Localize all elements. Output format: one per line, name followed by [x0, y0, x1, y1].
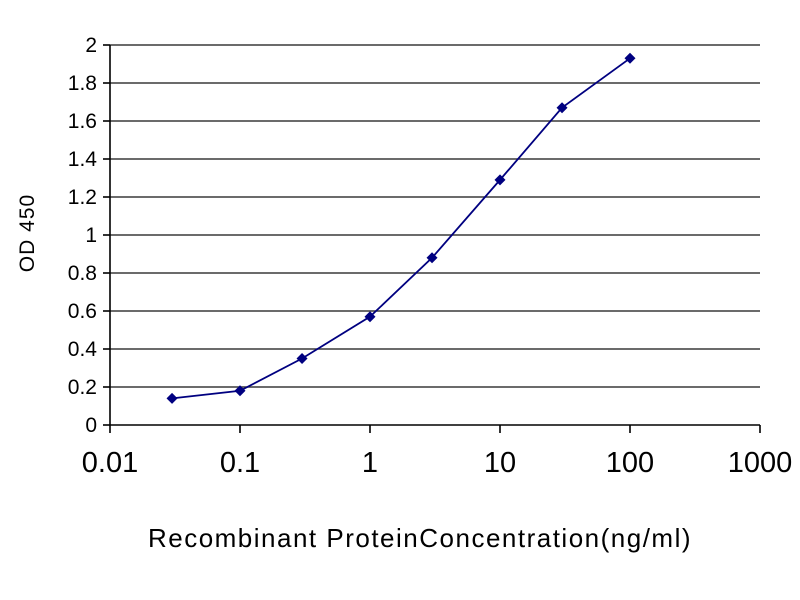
y-tick-label: 0.4 [68, 338, 98, 361]
x-tick-label: 1000 [728, 447, 793, 479]
y-axis-title: OD 450 [16, 194, 39, 272]
y-tick-label: 1.2 [68, 186, 97, 209]
data-point [364, 311, 376, 323]
data-point [556, 102, 568, 114]
data-point [426, 252, 438, 264]
y-tick-label: 0.2 [68, 376, 97, 399]
y-tick-label: 1 [85, 224, 97, 247]
data-point [234, 385, 246, 397]
x-tick-label: 1 [362, 447, 378, 479]
data-point [624, 52, 636, 64]
x-tick-label: 100 [606, 447, 654, 479]
y-tick-label: 1.8 [68, 72, 97, 95]
data-point [296, 353, 308, 364]
data-point [494, 174, 506, 186]
data-line [171, 57, 631, 400]
data-point [166, 392, 178, 404]
y-tick-label: 1.6 [68, 110, 97, 133]
y-tick-label: 2 [85, 34, 97, 57]
plot-layer: 0 0.2 0.4 0.6 0.8 1 1.2 1.4 1.6 1.8 2 0.01 0.1 1 10 100… [68, 34, 792, 479]
x-tick-label: 10 [484, 447, 516, 479]
y-tick-label: 0 [85, 414, 97, 437]
y-tick-label: 1.4 [68, 148, 98, 171]
x-tick-label: 0.1 [220, 447, 260, 479]
x-tick-label: 0.01 [82, 447, 138, 479]
y-tick-label: 0.6 [68, 300, 97, 323]
y-tick-label: 0.8 [68, 262, 97, 285]
x-axis-title: Recombinant ProteinConcentration(ng/ml) [148, 523, 692, 553]
